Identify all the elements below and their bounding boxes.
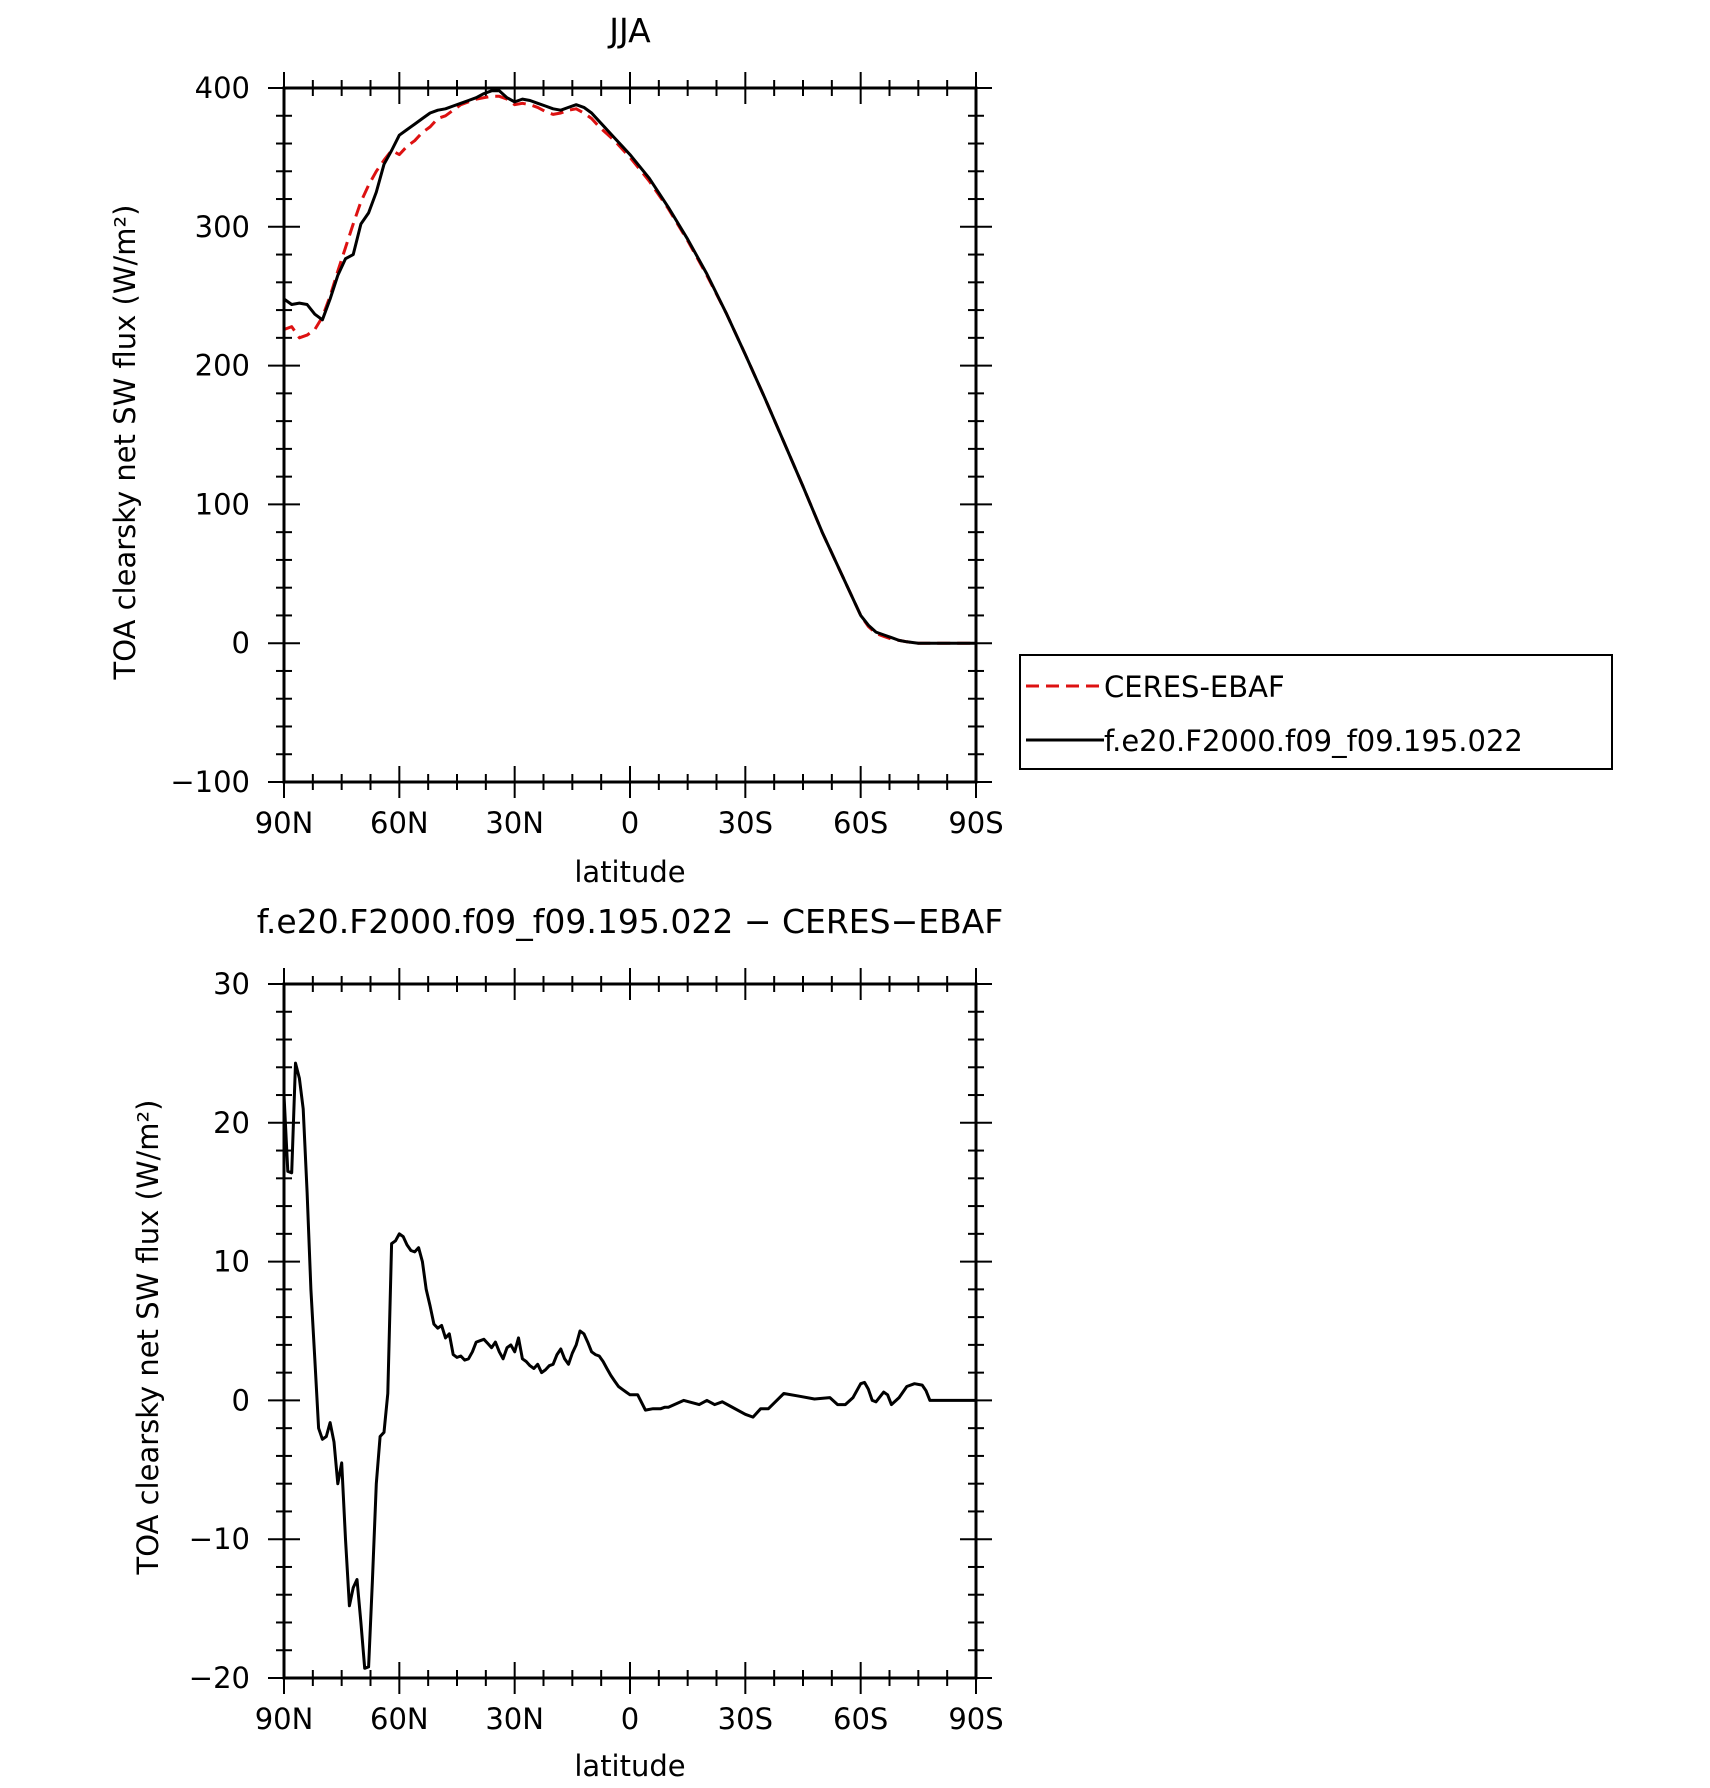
top-panel-x-tick-label: 30N bbox=[485, 806, 544, 840]
top-panel-x-tick-label: 0 bbox=[621, 806, 639, 840]
bottom-panel-y-axis-label: TOA clearsky net SW flux (W/m²) bbox=[131, 1100, 165, 1576]
top-panel-y-tick-label: 0 bbox=[232, 626, 250, 660]
bottom-panel-ticks bbox=[268, 968, 992, 1694]
bottom-panel-y-tick-label: 0 bbox=[232, 1383, 250, 1417]
bottom-panel-x-tick-label: 60S bbox=[833, 1702, 888, 1736]
top-panel-plot-frame bbox=[282, 86, 978, 784]
top-panel-y-axis-label: TOA clearsky net SW flux (W/m²) bbox=[108, 205, 142, 681]
top-panel: JJA TOA clearsky net SW flux (W/m²) lati… bbox=[108, 11, 1004, 889]
top-panel-y-tick-label: 200 bbox=[195, 349, 250, 383]
bottom-panel-y-tick-label: 30 bbox=[213, 967, 250, 1001]
top-panel-y-tick-label: −100 bbox=[170, 765, 250, 799]
top-panel-x-tick-label: 90S bbox=[948, 806, 1003, 840]
top-panel-series-line-1 bbox=[283, 89, 976, 645]
top-panel-y-tick-label: 100 bbox=[195, 487, 250, 521]
bottom-panel-y-tick-label: −20 bbox=[189, 1661, 250, 1695]
bottom-panel-x-tick-label: 90N bbox=[255, 1702, 314, 1736]
top-panel-series bbox=[283, 89, 976, 645]
top-panel-x-tick-label: 60N bbox=[370, 806, 429, 840]
top-panel-x-axis-label: latitude bbox=[574, 855, 685, 889]
legend-label-ceres-ebaf: CERES-EBAF bbox=[1104, 670, 1285, 704]
legend-box bbox=[1019, 654, 1613, 770]
bottom-panel-x-tick-label: 30N bbox=[485, 1702, 544, 1736]
bottom-panel-plot-frame bbox=[282, 982, 978, 1680]
top-panel-y-tick-label: 300 bbox=[195, 210, 250, 244]
bottom-panel-y-tick-label: 20 bbox=[213, 1106, 250, 1140]
bottom-panel-series-line-0 bbox=[282, 1061, 976, 1670]
top-panel-x-tick-label: 90N bbox=[255, 806, 314, 840]
top-panel-tick-labels: 90N 60N 30N 0 30S 60S 90S 400 300 200 100 0 −100 bbox=[170, 71, 1003, 840]
bottom-panel-tick-labels: 90N 60N 30N 0 30S 60S 90S 30 20 10 0 −10 −20 bbox=[189, 967, 1004, 1736]
bottom-panel: f.e20.F2000.f09_f09.195.022 − CERES−EBAF… bbox=[131, 902, 1004, 1783]
top-panel-y-tick-label: 400 bbox=[195, 71, 250, 105]
bottom-panel-x-tick-label: 30S bbox=[718, 1702, 773, 1736]
bottom-panel-title: f.e20.F2000.f09_f09.195.022 − CERES−EBAF bbox=[257, 902, 1004, 941]
bottom-panel-x-tick-label: 0 bbox=[621, 1702, 639, 1736]
legend: CERES-EBAF f.e20.F2000.f09_f09.195.022 bbox=[1019, 654, 1613, 770]
top-panel-series-line-0 bbox=[283, 94, 976, 645]
bottom-panel-x-tick-label: 90S bbox=[948, 1702, 1003, 1736]
top-panel-x-tick-label: 60S bbox=[833, 806, 888, 840]
bottom-panel-x-tick-label: 60N bbox=[370, 1702, 429, 1736]
bottom-panel-y-tick-label: −10 bbox=[189, 1522, 250, 1556]
bottom-panel-y-tick-label: 10 bbox=[213, 1245, 250, 1279]
top-panel-ticks bbox=[268, 72, 992, 798]
legend-label-model: f.e20.F2000.f09_f09.195.022 bbox=[1104, 724, 1523, 758]
bottom-panel-x-axis-label: latitude bbox=[574, 1749, 685, 1783]
bottom-panel-series bbox=[282, 1061, 976, 1670]
top-panel-x-tick-label: 30S bbox=[718, 806, 773, 840]
top-panel-title: JJA bbox=[607, 11, 651, 50]
